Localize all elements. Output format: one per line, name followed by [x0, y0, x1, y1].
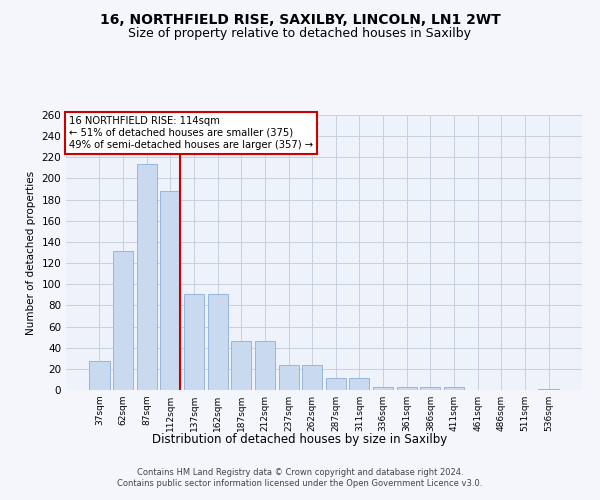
- Y-axis label: Number of detached properties: Number of detached properties: [26, 170, 36, 334]
- Bar: [373, 387, 393, 390]
- Bar: [113, 252, 133, 390]
- Bar: [326, 378, 346, 390]
- Text: Size of property relative to detached houses in Saxilby: Size of property relative to detached ho…: [128, 28, 472, 40]
- Bar: [255, 342, 275, 390]
- Text: Distribution of detached houses by size in Saxilby: Distribution of detached houses by size …: [152, 432, 448, 446]
- Text: 16, NORTHFIELD RISE, SAXILBY, LINCOLN, LN1 2WT: 16, NORTHFIELD RISE, SAXILBY, LINCOLN, L…: [100, 12, 500, 26]
- Bar: [444, 387, 464, 390]
- Bar: [420, 387, 440, 390]
- Bar: [89, 362, 110, 390]
- Bar: [397, 387, 417, 390]
- Bar: [160, 191, 181, 390]
- Bar: [349, 378, 370, 390]
- Bar: [184, 294, 204, 390]
- Bar: [137, 164, 157, 390]
- Bar: [208, 294, 228, 390]
- Bar: [538, 389, 559, 390]
- Bar: [278, 364, 299, 390]
- Text: Contains HM Land Registry data © Crown copyright and database right 2024.
Contai: Contains HM Land Registry data © Crown c…: [118, 468, 482, 487]
- Bar: [302, 364, 322, 390]
- Text: 16 NORTHFIELD RISE: 114sqm
← 51% of detached houses are smaller (375)
49% of sem: 16 NORTHFIELD RISE: 114sqm ← 51% of deta…: [68, 116, 313, 150]
- Bar: [231, 342, 251, 390]
